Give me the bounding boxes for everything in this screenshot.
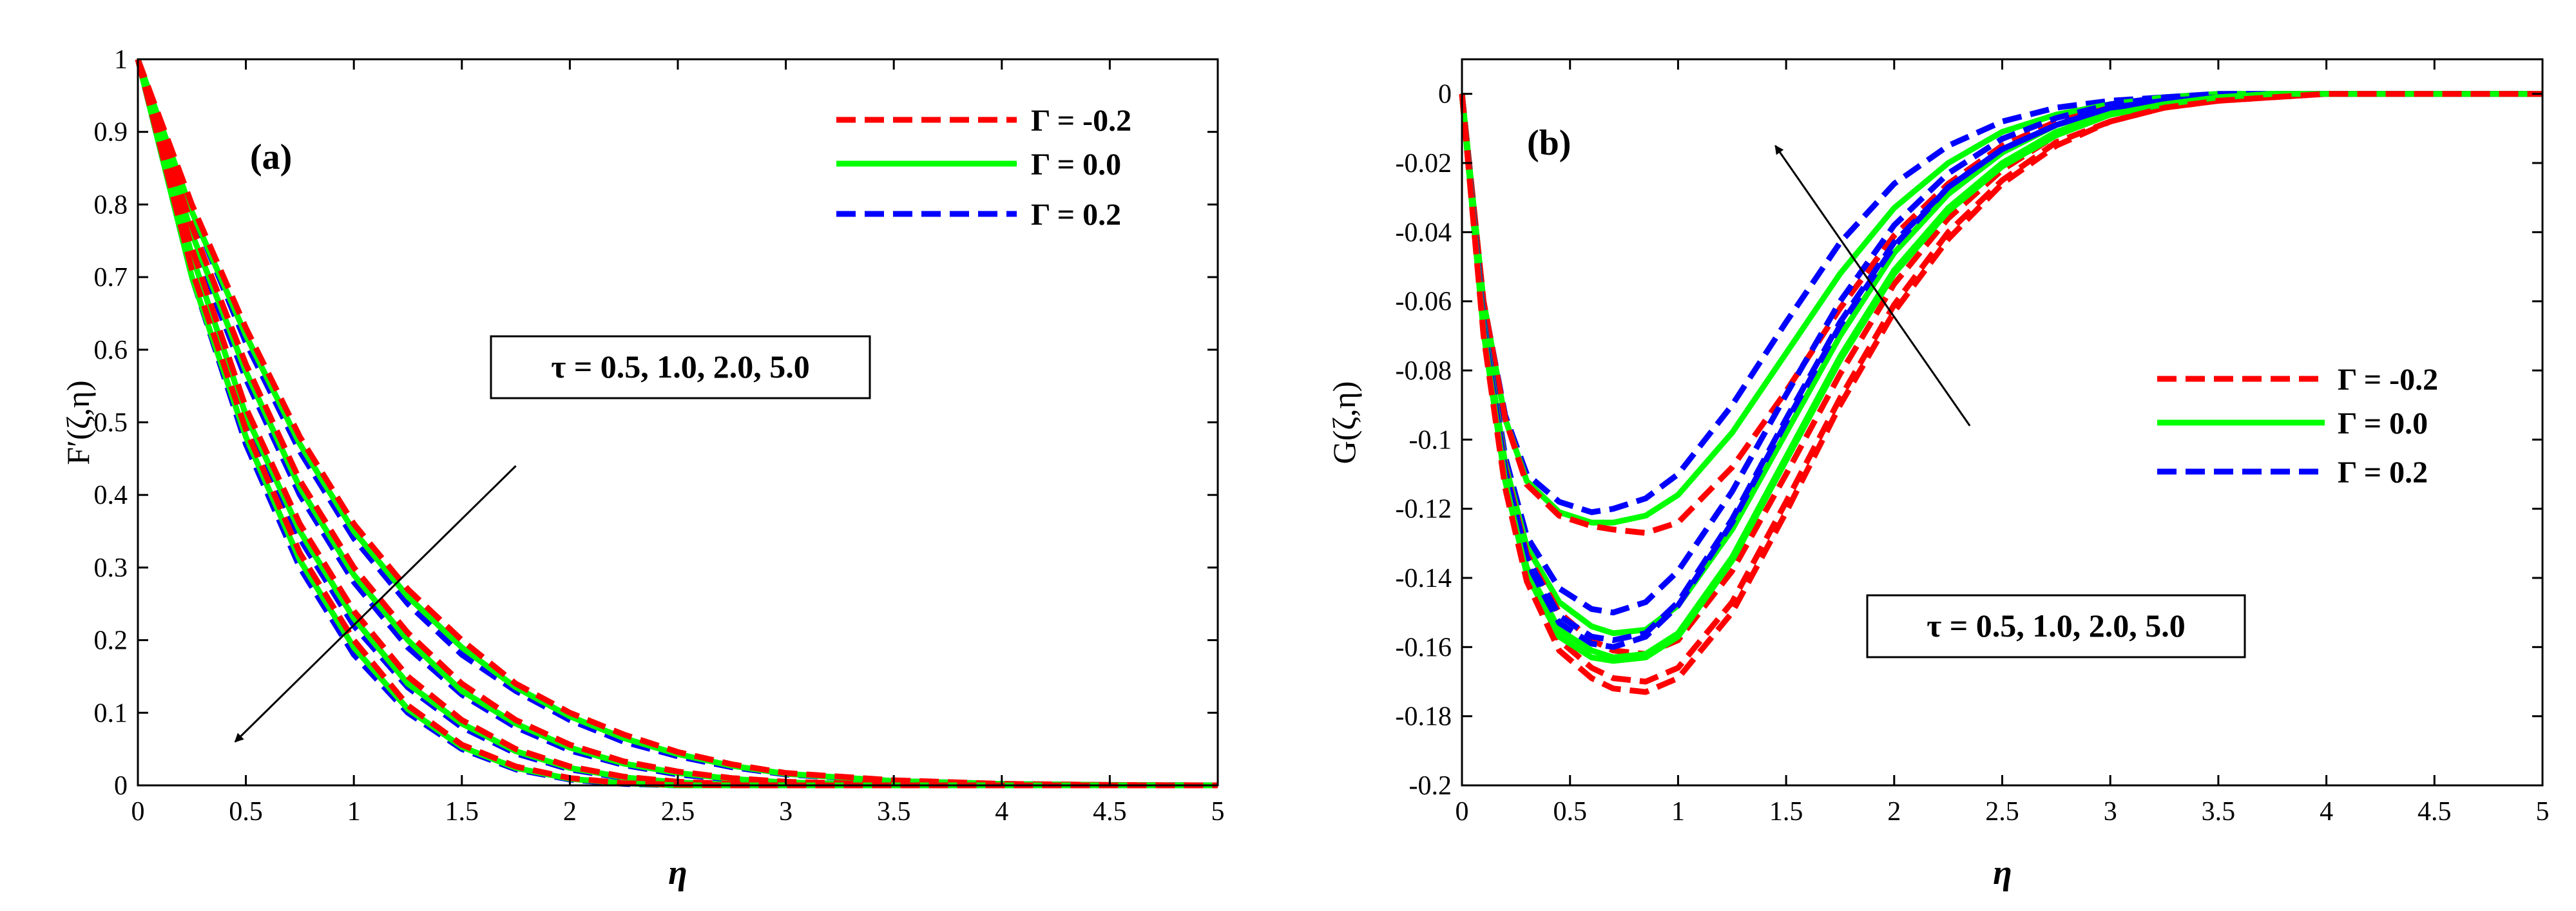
panel-a-label: (a) <box>250 137 292 177</box>
x-tick-label: 2.5 <box>1985 797 2019 827</box>
x-tick-label: 2 <box>1887 797 1901 827</box>
panel-a-ticks: 0 0.5 1 1.5 2 2.5 3 3.5 4 4.5 5 0 0.1 0.2 0.3 0.4 0.5 0.6… <box>94 45 1225 827</box>
y-tick-label: 0.9 <box>94 118 128 148</box>
panel-a-legend: Γ = -0.2 Γ = 0.0 Γ = 0.2 <box>836 104 1131 232</box>
x-tick-label: 4.5 <box>2417 797 2452 827</box>
panel-b-x-axis-label: η <box>1993 853 2012 892</box>
panel-b-cross-flow-chart: 0 0.5 1 1.5 2 2.5 3 3.5 4 4.5 5 0 -0.02 -0.04 -0.06 -0.… <box>1326 58 2550 892</box>
y-tick-label: 0.8 <box>94 190 128 220</box>
legend-label: Γ = -0.2 <box>1031 104 1131 138</box>
x-tick-label: 1 <box>347 797 361 827</box>
panel-a-x-axis-label: η <box>668 853 687 892</box>
legend-label: Γ = 0.2 <box>2338 456 2428 490</box>
series-line-4 <box>1459 91 2542 616</box>
legend-label: Γ = -0.2 <box>2338 363 2438 397</box>
y-tick-label: -0.04 <box>1396 218 1452 247</box>
x-tick-label: 3 <box>779 797 793 827</box>
x-tick-label: 5 <box>1211 797 1225 827</box>
y-tick-label: 0.4 <box>94 481 128 510</box>
y-tick-label: -0.08 <box>1396 356 1452 386</box>
y-tick-label: -0.2 <box>1409 771 1452 801</box>
legend-label: Γ = 0.0 <box>2338 407 2428 441</box>
y-tick-label: 0.1 <box>94 698 128 728</box>
legend-label: Γ = 0.2 <box>1031 198 1121 232</box>
x-tick-label: 1 <box>1671 797 1685 827</box>
y-tick-label: -0.14 <box>1396 564 1452 593</box>
x-tick-label: 0 <box>1456 797 1469 827</box>
y-tick-label: 0.3 <box>94 553 128 583</box>
x-tick-label: 3 <box>2104 797 2117 827</box>
x-tick-label: 2 <box>563 797 577 827</box>
y-tick-label: 0 <box>114 771 128 801</box>
x-tick-label: 4 <box>995 797 1008 827</box>
panel-a-annotation: τ = 0.5, 1.0, 2.0, 5.0 <box>490 335 871 399</box>
y-tick-label: -0.16 <box>1396 633 1452 662</box>
series-line-11 <box>1459 91 2542 664</box>
series-line-3 <box>135 58 1218 789</box>
x-tick-label: 0.5 <box>1553 797 1587 827</box>
x-tick-label: 0 <box>131 797 145 827</box>
x-tick-label: 4.5 <box>1093 797 1127 827</box>
panel-a-velocity-chart: 0 0.5 1 1.5 2 2.5 3 3.5 4 4.5 5 0 0.1 0.2 0.3 0.4 0.5 0.6… <box>60 45 1225 892</box>
panel-b-legend: Γ = -0.2 Γ = 0.0 Γ = 0.2 <box>2157 363 2438 490</box>
series-line-12 <box>1459 91 2542 695</box>
x-tick-label: 0.5 <box>229 797 263 827</box>
x-tick-label: 1.5 <box>1769 797 1803 827</box>
y-tick-label: 1 <box>114 45 128 75</box>
x-tick-label: 1.5 <box>445 797 479 827</box>
y-tick-label: 0 <box>1438 80 1452 110</box>
annotation-text: τ = 0.5, 1.0, 2.0, 5.0 <box>551 349 810 385</box>
y-tick-label: -0.06 <box>1396 287 1452 317</box>
trend-arrow <box>1774 145 1971 427</box>
series-line-1 <box>1459 91 2542 515</box>
y-tick-label: -0.18 <box>1396 702 1452 732</box>
y-tick-label: 0.6 <box>94 336 128 365</box>
annotation-text: τ = 0.5, 1.0, 2.0, 5.0 <box>1927 608 2186 644</box>
x-tick-label: 3.5 <box>2202 797 2236 827</box>
trend-arrow <box>234 465 517 743</box>
panel-b-y-axis-label: G(ζ,η) <box>1326 381 1362 465</box>
x-tick-label: 5 <box>2536 797 2550 827</box>
annotation-box <box>1866 594 2246 658</box>
x-tick-label: 4 <box>2320 797 2333 827</box>
x-tick-label: 3.5 <box>877 797 911 827</box>
y-tick-label: 0.2 <box>94 626 128 656</box>
y-tick-label: 0.5 <box>94 408 128 438</box>
x-tick-label: 2.5 <box>661 797 695 827</box>
y-tick-label: -0.1 <box>1409 425 1452 455</box>
panel-b-ticks: 0 0.5 1 1.5 2 2.5 3 3.5 4 4.5 5 0 -0.02 -0.04 -0.06 -0.… <box>1396 59 2550 827</box>
y-tick-label: -0.12 <box>1396 495 1452 524</box>
y-tick-label: -0.02 <box>1396 149 1452 178</box>
panel-a-y-axis-label: F′(ζ,η) <box>60 380 96 465</box>
panel-b-label: (b) <box>1527 123 1571 163</box>
y-tick-label: 0.7 <box>94 263 128 292</box>
legend-label: Γ = 0.0 <box>1031 148 1121 182</box>
series-line-9 <box>1459 91 2542 685</box>
annotation-box <box>490 335 871 399</box>
panel-b-series-layer <box>1459 91 2542 695</box>
panel-b-annotation: τ = 0.5, 1.0, 2.0, 5.0 <box>1866 594 2246 658</box>
